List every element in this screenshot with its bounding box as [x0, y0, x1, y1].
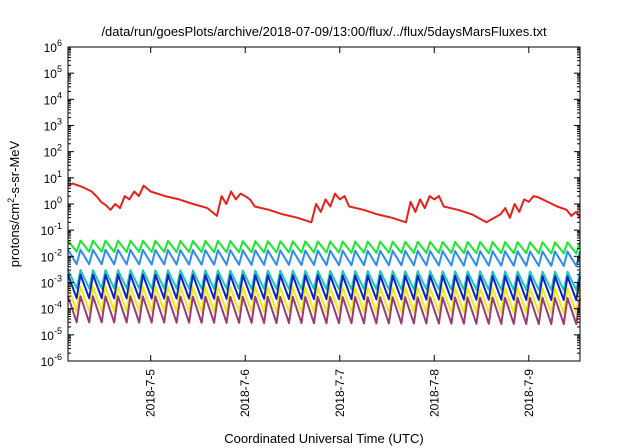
series-line-2: [67, 239, 581, 255]
x-axis-label: Coordinated Universal Time (UTC): [224, 431, 423, 446]
y-tick-label: 100: [44, 195, 62, 212]
y-axis: 10-6 10-5 10-4 10-3 10-2 10-1 100 101 102 103 104 1…: [41, 38, 580, 369]
chart-title: /data/run/goesPlots/archive/2018-07-09/1…: [101, 24, 547, 39]
y-tick-label: 104: [44, 90, 62, 107]
series-layer: [67, 182, 581, 326]
y-tick-label: 10-1: [41, 221, 62, 238]
y-tick-label: 10-5: [41, 326, 62, 343]
x-tick-label: 2018-7-8: [427, 369, 441, 417]
y-tick-label: 101: [44, 169, 62, 186]
y-tick-label: 10-2: [41, 247, 62, 264]
y-tick-label: 102: [44, 143, 62, 160]
y-tick-label: 10-6: [41, 352, 62, 369]
x-tick-label: 2018-7-6: [238, 369, 252, 417]
series-line-3: [67, 248, 581, 267]
series-line-5: [67, 273, 581, 302]
x-tick-label: 2018-7-5: [144, 369, 158, 417]
x-tick-label: 2018-7-9: [522, 369, 536, 417]
y-tick-label: 103: [44, 117, 62, 134]
x-tick-label: 2018-7-7: [333, 369, 347, 417]
y-tick-label: 10-3: [41, 274, 62, 291]
series-line-6: [67, 285, 581, 314]
y-tick-label: 10-4: [41, 300, 62, 317]
y-tick-label: 105: [44, 64, 62, 81]
y-tick-label: 106: [44, 38, 62, 55]
x-axis: 2018-7-5 2018-7-6 2018-7-7 2018-7-8 2018-7-9: [144, 47, 536, 417]
series-line-1: [67, 182, 581, 224]
series-line-7: [67, 295, 581, 326]
y-axis-label: protons/cm2-s-sr-MeV: [6, 140, 22, 267]
